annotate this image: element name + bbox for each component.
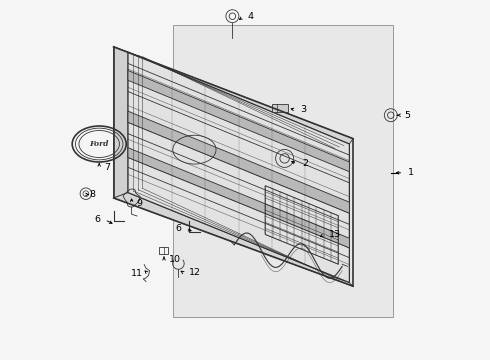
Text: 12: 12 (189, 269, 200, 277)
Text: 13: 13 (329, 230, 341, 239)
Text: 7: 7 (104, 163, 110, 172)
Text: 2: 2 (302, 159, 308, 168)
Polygon shape (114, 193, 353, 286)
Polygon shape (114, 47, 128, 198)
Text: 6: 6 (175, 224, 181, 233)
Text: 1: 1 (408, 168, 414, 177)
Text: 3: 3 (300, 105, 306, 114)
Text: 6: 6 (94, 215, 100, 224)
Text: 10: 10 (169, 256, 181, 264)
Polygon shape (128, 148, 349, 248)
Polygon shape (128, 52, 349, 283)
Polygon shape (128, 71, 349, 172)
Text: 4: 4 (248, 12, 254, 22)
Bar (159, 247, 169, 254)
Text: 9: 9 (136, 199, 142, 208)
Text: 5: 5 (404, 111, 411, 120)
Polygon shape (173, 25, 392, 317)
Text: Ford: Ford (90, 140, 109, 148)
Text: 8: 8 (90, 190, 96, 199)
Text: 11: 11 (131, 269, 143, 278)
Bar (272, 104, 288, 112)
Polygon shape (128, 111, 349, 213)
Polygon shape (114, 47, 353, 144)
